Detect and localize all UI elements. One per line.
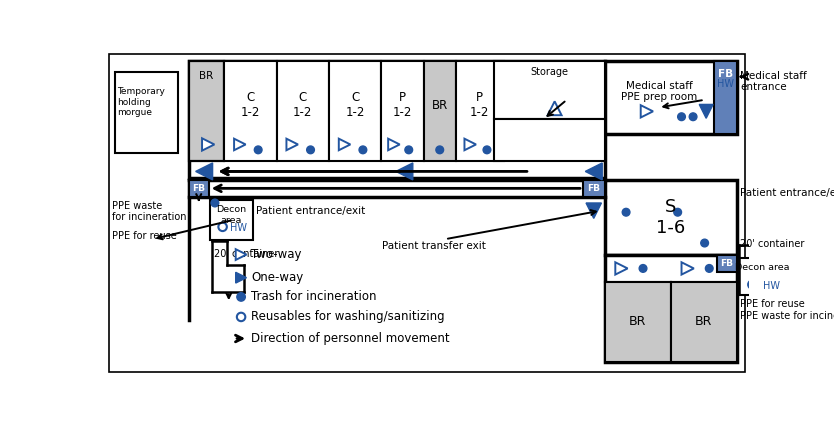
Polygon shape [699, 104, 713, 118]
Circle shape [219, 223, 227, 231]
Text: FB: FB [192, 184, 205, 193]
Text: Reusables for washing/sanitizing: Reusables for washing/sanitizing [251, 310, 445, 323]
Bar [329, 61, 381, 161]
Bar [671, 282, 737, 362]
Bar [381, 61, 424, 161]
Circle shape [706, 264, 713, 272]
Text: Patient entrance/exit: Patient entrance/exit [257, 206, 366, 216]
Bar [605, 282, 671, 362]
Bar [224, 61, 277, 161]
Text: P
1-2: P 1-2 [470, 91, 490, 119]
Text: BR: BR [629, 315, 646, 328]
Circle shape [701, 239, 708, 247]
Text: C
1-2: C 1-2 [241, 91, 260, 119]
Circle shape [760, 301, 768, 309]
Polygon shape [196, 163, 213, 180]
Polygon shape [236, 272, 247, 283]
Text: Medical staff
PPE prep room: Medical staff PPE prep room [621, 80, 697, 102]
Text: Patient entrance/exit: Patient entrance/exit [740, 188, 834, 197]
Text: BR: BR [199, 71, 214, 80]
Polygon shape [681, 262, 694, 274]
Text: Trash for incineration: Trash for incineration [251, 290, 377, 304]
Text: HW: HW [717, 80, 734, 89]
Circle shape [436, 146, 444, 154]
Circle shape [622, 208, 630, 216]
Polygon shape [234, 139, 246, 150]
Text: 20' container: 20' container [740, 239, 805, 249]
Polygon shape [641, 105, 653, 117]
Circle shape [237, 293, 245, 301]
Text: C
1-2: C 1-2 [345, 91, 364, 119]
Circle shape [254, 146, 262, 154]
Circle shape [359, 146, 367, 154]
Circle shape [237, 313, 245, 321]
Circle shape [674, 208, 681, 216]
Polygon shape [586, 203, 601, 218]
Bar [605, 255, 737, 362]
Text: PPE waste
for incineration: PPE waste for incineration [113, 201, 187, 222]
Text: Decon
area: Decon area [216, 205, 247, 225]
Polygon shape [286, 139, 298, 150]
Circle shape [404, 146, 413, 154]
Text: Direction of personnel movement: Direction of personnel movement [251, 332, 450, 345]
Circle shape [639, 264, 647, 272]
Text: HW: HW [230, 224, 248, 233]
Text: C
1-2: C 1-2 [293, 91, 313, 119]
Bar [494, 61, 605, 119]
Circle shape [689, 113, 697, 120]
Bar [424, 61, 456, 161]
Polygon shape [585, 163, 602, 180]
Polygon shape [236, 249, 247, 260]
Circle shape [307, 146, 314, 154]
Text: Two-way: Two-way [251, 248, 302, 261]
Text: FB: FB [587, 184, 600, 193]
Text: FB: FB [718, 69, 733, 79]
Text: Patient transfer exit: Patient transfer exit [382, 242, 486, 251]
Bar [210, 200, 253, 240]
Text: Storage: Storage [530, 67, 568, 77]
Bar [277, 61, 329, 161]
Bar [717, 255, 737, 272]
Polygon shape [339, 139, 350, 150]
Bar [115, 72, 178, 153]
Text: Decon area: Decon area [735, 263, 790, 272]
Text: PPE for reuse: PPE for reuse [740, 299, 805, 309]
Polygon shape [548, 101, 561, 115]
Text: S
1-6: S 1-6 [656, 198, 686, 237]
Bar [605, 180, 737, 255]
Text: PPE waste for incineration: PPE waste for incineration [740, 311, 834, 321]
Text: Medical staff
entrance: Medical staff entrance [740, 71, 806, 92]
Circle shape [678, 113, 686, 120]
Text: HW: HW [763, 281, 780, 291]
Bar [188, 61, 605, 179]
Bar [188, 61, 224, 161]
Bar [605, 61, 737, 134]
Bar [738, 258, 786, 296]
Text: P
1-2: P 1-2 [393, 91, 412, 119]
Bar [188, 180, 208, 197]
Text: One-way: One-way [251, 271, 304, 284]
Circle shape [211, 199, 219, 207]
Bar [456, 61, 504, 161]
Polygon shape [615, 262, 628, 274]
Text: BR: BR [432, 99, 448, 112]
Polygon shape [465, 139, 476, 150]
Text: 20' container: 20' container [214, 249, 279, 259]
Polygon shape [396, 163, 413, 180]
Polygon shape [202, 139, 214, 151]
Polygon shape [388, 139, 399, 150]
Circle shape [483, 146, 490, 154]
Text: BR: BR [696, 315, 712, 328]
Text: Temporary
holding
morgue: Temporary holding morgue [117, 88, 165, 117]
Text: FB: FB [721, 258, 733, 267]
Bar [714, 61, 737, 134]
Bar [494, 119, 605, 161]
Text: PPE for reuse: PPE for reuse [113, 231, 178, 241]
Bar [583, 180, 605, 197]
Circle shape [748, 280, 756, 289]
